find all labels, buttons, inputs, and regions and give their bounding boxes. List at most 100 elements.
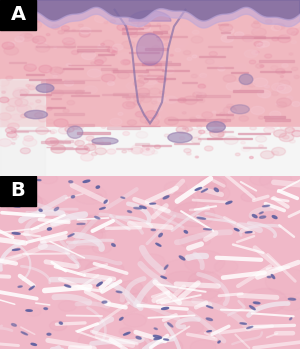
- Bar: [174, 143, 200, 144]
- Circle shape: [80, 27, 91, 34]
- Circle shape: [277, 86, 284, 90]
- Circle shape: [95, 148, 106, 155]
- Circle shape: [176, 16, 187, 22]
- Circle shape: [58, 30, 64, 34]
- Circle shape: [283, 135, 289, 139]
- Bar: [113, 93, 149, 95]
- Circle shape: [131, 19, 140, 24]
- Text: A: A: [11, 6, 26, 24]
- Ellipse shape: [288, 298, 296, 300]
- Circle shape: [86, 136, 94, 141]
- Circle shape: [291, 40, 296, 44]
- Circle shape: [0, 87, 7, 92]
- Ellipse shape: [67, 126, 83, 138]
- Circle shape: [161, 34, 171, 39]
- Bar: [116, 148, 132, 149]
- Text: B: B: [11, 181, 26, 200]
- Circle shape: [198, 84, 206, 89]
- Bar: [243, 147, 266, 148]
- Ellipse shape: [44, 308, 47, 310]
- Circle shape: [17, 16, 31, 24]
- Ellipse shape: [271, 275, 275, 279]
- Circle shape: [149, 88, 160, 95]
- Circle shape: [193, 186, 224, 204]
- Ellipse shape: [195, 187, 202, 191]
- Bar: [122, 32, 162, 34]
- Circle shape: [272, 147, 286, 156]
- Bar: [41, 81, 84, 82]
- Bar: [138, 75, 163, 76]
- Circle shape: [191, 74, 197, 78]
- Circle shape: [101, 43, 104, 46]
- Ellipse shape: [134, 207, 141, 209]
- Ellipse shape: [29, 286, 34, 290]
- Circle shape: [222, 98, 234, 105]
- Circle shape: [196, 115, 200, 118]
- Circle shape: [50, 67, 63, 75]
- Circle shape: [47, 107, 52, 111]
- Circle shape: [61, 29, 69, 34]
- Circle shape: [214, 260, 238, 274]
- Bar: [77, 133, 110, 134]
- Circle shape: [244, 37, 253, 42]
- Ellipse shape: [201, 189, 208, 192]
- Circle shape: [44, 85, 50, 88]
- Circle shape: [39, 118, 46, 122]
- Ellipse shape: [14, 206, 20, 207]
- Circle shape: [187, 153, 191, 155]
- Circle shape: [14, 135, 19, 138]
- Ellipse shape: [100, 207, 105, 209]
- Circle shape: [134, 80, 144, 87]
- Circle shape: [146, 148, 149, 150]
- Circle shape: [20, 33, 33, 41]
- Ellipse shape: [153, 335, 162, 338]
- Bar: [14, 131, 28, 133]
- Circle shape: [70, 34, 80, 40]
- Bar: [135, 143, 149, 145]
- Circle shape: [101, 126, 106, 128]
- Circle shape: [280, 125, 289, 130]
- Circle shape: [88, 139, 104, 147]
- Circle shape: [17, 105, 28, 112]
- Circle shape: [152, 150, 158, 154]
- Circle shape: [248, 70, 259, 77]
- Bar: [63, 68, 82, 69]
- Ellipse shape: [239, 74, 253, 84]
- Circle shape: [132, 29, 137, 32]
- Circle shape: [277, 98, 291, 107]
- Circle shape: [152, 97, 164, 104]
- Bar: [26, 74, 44, 75]
- Circle shape: [272, 37, 279, 41]
- Circle shape: [164, 68, 174, 74]
- Circle shape: [67, 101, 75, 105]
- Circle shape: [140, 147, 155, 155]
- Circle shape: [36, 105, 46, 111]
- Circle shape: [26, 308, 41, 316]
- Bar: [92, 142, 110, 144]
- Bar: [122, 96, 162, 97]
- Circle shape: [133, 92, 137, 95]
- Circle shape: [164, 181, 187, 194]
- Circle shape: [160, 25, 170, 31]
- Circle shape: [137, 88, 150, 95]
- Circle shape: [178, 98, 186, 103]
- Circle shape: [278, 35, 291, 43]
- Bar: [208, 131, 233, 132]
- Ellipse shape: [245, 232, 252, 233]
- Circle shape: [137, 21, 150, 29]
- Circle shape: [2, 91, 5, 93]
- Circle shape: [274, 130, 286, 137]
- Circle shape: [170, 25, 180, 31]
- Circle shape: [180, 98, 185, 101]
- Circle shape: [50, 321, 67, 331]
- Circle shape: [152, 101, 157, 104]
- Ellipse shape: [136, 336, 141, 339]
- Bar: [199, 55, 225, 57]
- Circle shape: [209, 52, 217, 56]
- Circle shape: [3, 57, 6, 59]
- Ellipse shape: [250, 306, 255, 310]
- Bar: [190, 119, 230, 121]
- Circle shape: [189, 117, 197, 122]
- Circle shape: [176, 126, 188, 133]
- Circle shape: [62, 38, 75, 45]
